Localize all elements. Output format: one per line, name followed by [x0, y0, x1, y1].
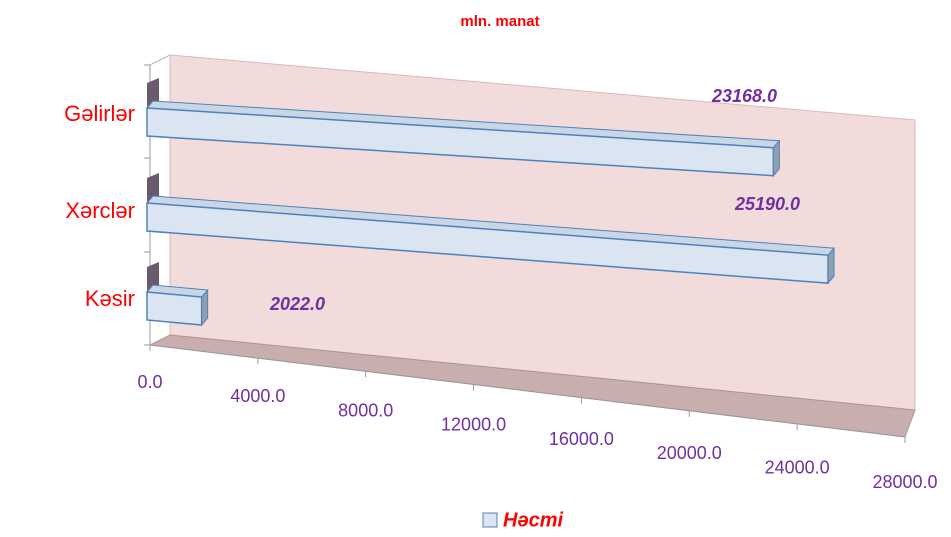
axis-edge	[149, 54, 171, 66]
x-tick-label: 4000.0	[230, 386, 285, 406]
legend-swatch	[482, 512, 498, 528]
legend-label: Həcmi	[503, 509, 563, 531]
x-tick-label: 24000.0	[765, 457, 830, 477]
bar	[145, 284, 209, 327]
x-tick-label: 16000.0	[549, 429, 614, 449]
category-label: Gəlirlər	[64, 101, 135, 126]
bar	[145, 195, 836, 285]
value-label: 2022.0	[269, 294, 325, 314]
bar-end	[201, 288, 209, 327]
value-axis	[149, 344, 906, 438]
x-tick-label: 12000.0	[441, 415, 506, 435]
x-tick-label: 8000.0	[338, 400, 393, 420]
value-label: 25190.0	[734, 194, 800, 214]
chart-title: mln. manat	[460, 13, 539, 30]
bar	[145, 100, 781, 178]
category-label: Xərclər	[65, 198, 135, 223]
bar-end	[772, 139, 780, 178]
x-tick-label: 20000.0	[657, 443, 722, 463]
x-tick-label: 28000.0	[872, 472, 937, 492]
value-label: 23168.0	[711, 86, 777, 106]
bar-end	[827, 246, 835, 285]
category-label: Kəsir	[85, 286, 135, 311]
x-tick-label: 0.0	[137, 372, 162, 392]
bar-front	[146, 291, 203, 326]
